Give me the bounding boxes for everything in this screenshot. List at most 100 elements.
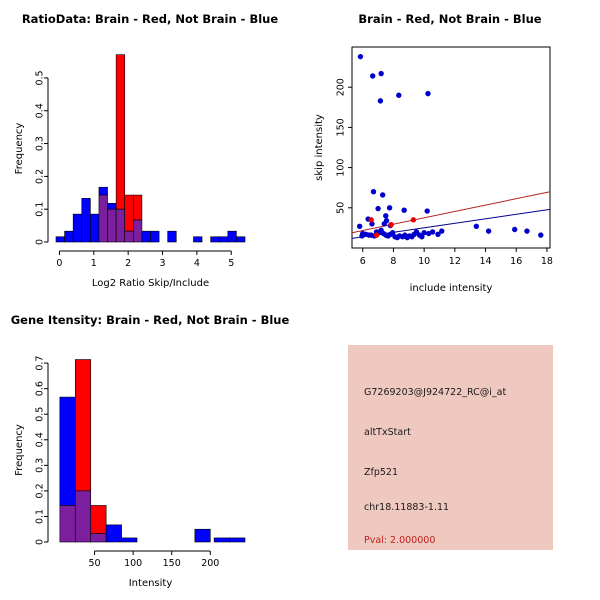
histogram-bar [213, 537, 230, 543]
y-axis-tick-label: 0 [35, 539, 46, 545]
event-type-label: altTxStart [364, 427, 411, 438]
histogram-bar [90, 213, 100, 243]
scatter-point [424, 208, 430, 214]
scatter-point [378, 70, 384, 77]
histogram-bar [141, 230, 151, 243]
scatter-point [389, 230, 396, 236]
y-axis-tick-label: 0.4 [35, 432, 46, 447]
x-axis-tick-label: 1 [91, 258, 97, 269]
y-axis-tick-label: 0.2 [35, 169, 46, 184]
histogram-bar-overlap [133, 219, 143, 243]
x-axis-tick-label: 18 [541, 256, 553, 267]
x-axis-tick-label: 5 [228, 258, 234, 269]
x-axis-label: Intensity [129, 578, 173, 589]
scatter-point [375, 205, 381, 212]
panel-ratio-histogram: RatioData: Brain - Red, Not Brain - Blue… [0, 0, 300, 300]
scatter-point [357, 53, 364, 60]
panel-gene-intensity-histogram: Gene Itensity: Brain - Red, Not Brain - … [0, 300, 300, 600]
scatter-point [473, 223, 480, 229]
intensity-scatter-plot: 50 100 150 200 skip intensity 6 8 10 12 14 16 18 inc… [314, 46, 553, 294]
y-axis-label: skip intensity [314, 114, 325, 181]
x-axis-tick-label: 100 [124, 558, 142, 569]
y-axis-tick-label: 150 [336, 118, 347, 136]
y-axis-tick-label: 0.1 [35, 509, 46, 524]
scatter-panel-title: Brain - Red, Not Brain - Blue [358, 12, 542, 26]
histogram-bar [124, 194, 134, 232]
y-axis-tick-label: 50 [336, 202, 347, 214]
x-axis-tick-label: 0 [56, 258, 62, 269]
scatter-point [383, 213, 389, 219]
x-axis-tick-label: 16 [510, 256, 522, 267]
scatter-point [373, 232, 380, 238]
histogram-bar [72, 213, 83, 243]
y-axis-tick-label: 0.4 [35, 103, 46, 118]
scatter-point [524, 228, 530, 234]
histogram-bar [55, 236, 65, 243]
panel-gene-annotation: G7269203@J924722_RC@i_at altTxStart Zfp5… [300, 300, 600, 600]
histogram-bar [167, 230, 177, 243]
histogram-bar-overlap [107, 208, 117, 243]
scatter-point [370, 73, 376, 79]
histogram-bar [210, 236, 220, 243]
scatter-point [410, 217, 417, 223]
histogram-bar [193, 236, 203, 243]
histogram-bar-overlap [98, 194, 108, 243]
scatter-point [439, 228, 445, 234]
y-axis-tick-label: 0.3 [35, 136, 46, 151]
gene-intensity-histogram-plot: 0 0.1 0.2 0.3 0.4 0.5 0.6 0.7 Frequency 50 100 150 2… [14, 356, 246, 589]
histogram-bar [74, 359, 92, 492]
x-axis-tick-label: 150 [163, 558, 181, 569]
scatter-point [435, 231, 441, 238]
scatter-point [485, 228, 492, 234]
scatter-point [369, 221, 375, 227]
y-axis-tick-label: 0.5 [35, 407, 46, 422]
y-axis-label: Frequency [14, 424, 25, 476]
x-axis-tick-label: 8 [390, 256, 396, 267]
scatter-point [419, 234, 425, 240]
panel-intensity-scatter: Brain - Red, Not Brain - Blue 50 100 150 20… [300, 0, 600, 300]
histogram-bar-overlap [115, 208, 126, 243]
histogram-bar [59, 396, 76, 506]
scatter-point [381, 221, 387, 227]
annotation-box: G7269203@J924722_RC@i_at altTxStart Zfp5… [348, 345, 553, 550]
histogram-bar [81, 198, 91, 243]
x-axis-tick-label: 50 [89, 558, 101, 569]
x-axis-tick-label: 3 [160, 258, 166, 269]
histogram-bar [227, 230, 237, 243]
probe-id-label: G7269203@J924722_RC@i_at [364, 387, 507, 398]
histogram-bar [64, 230, 74, 243]
y-axis-tick-label: 0.6 [35, 381, 46, 396]
locus-label: chr18.11883-1.11 [364, 502, 450, 513]
y-axis-tick-label: 0.3 [35, 458, 46, 473]
ratio-histogram-plot: 0 0.1 0.2 0.3 0.4 0.5 Frequency 0 1 2 3 4 5 Log2 Rati… [14, 54, 246, 289]
histogram-bar-overlap [90, 533, 107, 543]
gene-symbol-label: Zfp521 [364, 467, 399, 478]
x-axis-tick-label: 4 [194, 258, 200, 269]
histogram-bar [150, 230, 160, 243]
histogram-bar [121, 537, 138, 543]
scatter-point [429, 229, 436, 235]
y-axis-tick-label: 100 [336, 159, 347, 177]
histogram-bar [229, 537, 246, 543]
histogram-bar-overlap [124, 230, 134, 243]
scatter-point [370, 189, 377, 195]
histogram-bar [218, 236, 229, 243]
histogram-bar-overlap [74, 490, 92, 543]
scatter-point [401, 207, 407, 213]
histogram-bar [107, 202, 117, 210]
scatter-point [377, 98, 384, 104]
scatter-point [356, 223, 363, 229]
y-axis-label: Frequency [14, 123, 25, 175]
scatter-point [421, 230, 427, 236]
scatter-point [511, 226, 518, 233]
histogram-bar [236, 236, 246, 243]
regression-line [352, 191, 550, 234]
histogram-bar [90, 505, 107, 534]
x-axis-tick-label: 200 [201, 558, 219, 569]
x-axis-label: Log2 Ratio Skip/Include [92, 278, 209, 289]
scatter-point [388, 221, 394, 228]
pval-label: Pval: 2.000000 [364, 535, 436, 546]
scatter-point [386, 205, 393, 211]
histogram-bar [98, 186, 108, 196]
